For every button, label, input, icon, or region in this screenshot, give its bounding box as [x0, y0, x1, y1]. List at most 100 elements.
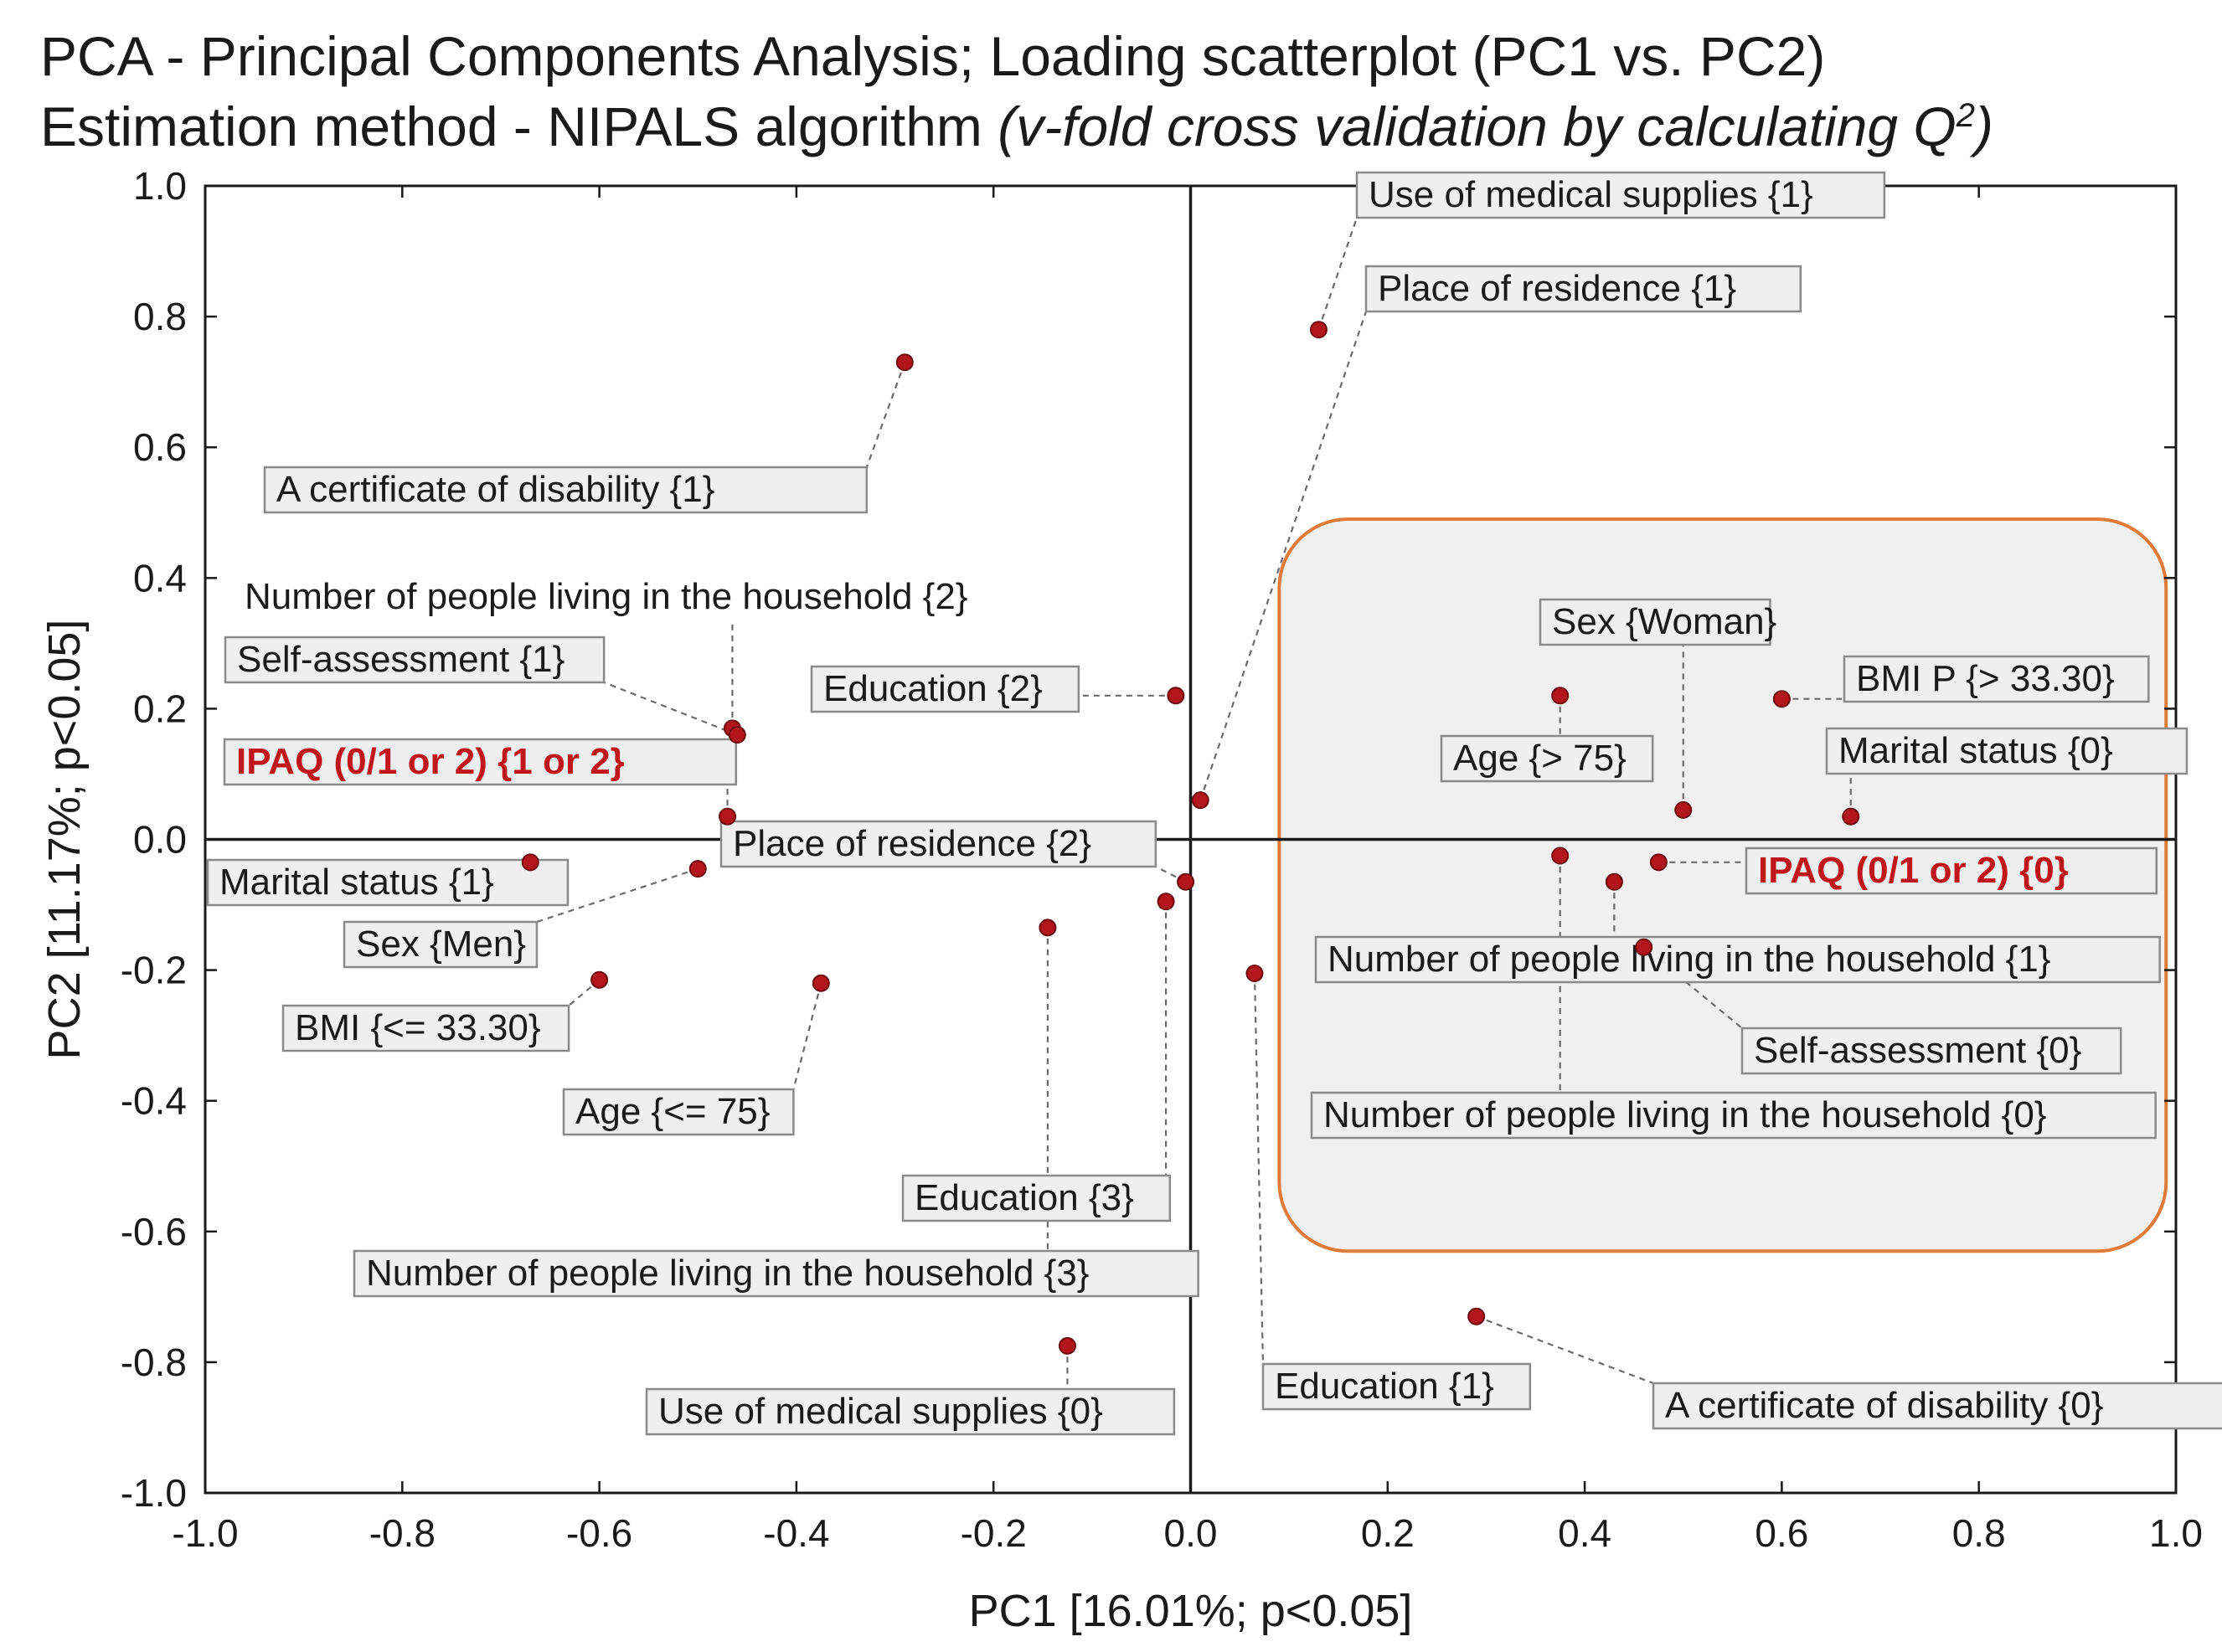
leader-line [1476, 1315, 1654, 1385]
point-label-text: Number of people living in the household… [1328, 939, 2051, 980]
point-label-text: BMI {<= 33.30} [295, 1007, 541, 1048]
point-label-box [1652, 1382, 2222, 1430]
point-label: IPAQ (0/1 or 2) {0} [1745, 847, 2158, 895]
x-tick-label: 0.0 [1164, 1511, 1218, 1555]
point-label-text: Number of people living in the household… [245, 576, 968, 617]
data-point[interactable] [1191, 791, 1209, 810]
point-label-box [224, 636, 606, 684]
data-point[interactable] [1674, 800, 1693, 819]
data-point[interactable] [688, 860, 707, 878]
point-label-box [1261, 1362, 1532, 1411]
x-tick-label: -0.6 [566, 1511, 632, 1555]
data-point[interactable] [1551, 847, 1570, 865]
subtitle-method: Estimation method - NIPALS algorithm [40, 95, 998, 157]
point-label-text: Place of residence {2} [733, 823, 1091, 864]
x-tick-label: -1.0 [172, 1511, 238, 1555]
point-layer [521, 321, 1860, 1355]
leader-line [865, 362, 906, 468]
point-label: Self-assessment {0} [1740, 1027, 2122, 1075]
x-axis-label: PC1 [16.01%; p<0.05] [969, 1586, 1413, 1636]
point-label-text: Number of people living in the household… [1323, 1094, 2047, 1135]
point-label: Place of residence {2} [719, 820, 1157, 868]
subtitle-close-paren: ) [1975, 95, 1993, 157]
data-point[interactable] [728, 726, 746, 744]
data-point[interactable] [1467, 1307, 1486, 1325]
point-label: A certificate of disability {1} [263, 466, 869, 514]
data-point[interactable] [1157, 893, 1175, 911]
data-point[interactable] [1605, 872, 1623, 891]
y-tick-label: 0.6 [133, 425, 187, 469]
data-point[interactable] [1309, 321, 1328, 339]
y-tick-label: 0.0 [133, 818, 187, 862]
x-tick-label: -0.4 [763, 1511, 829, 1555]
leader-line [603, 681, 738, 736]
point-label-box [1364, 265, 1802, 313]
y-tick-label: 0.2 [133, 687, 187, 730]
point-label-box [810, 665, 1080, 713]
point-label: Self-assessment {1} [224, 636, 606, 684]
point-label: Education {2} [810, 665, 1080, 713]
point-label-box [562, 1088, 795, 1136]
point-label-text: Use of medical supplies {1} [1369, 174, 1813, 215]
point-label-text: Education {3} [915, 1177, 1134, 1218]
leader-line [568, 979, 601, 1006]
point-label-text: Use of medical supplies {0} [658, 1391, 1103, 1432]
point-label: Use of medical supplies {1} [1355, 171, 1886, 219]
data-point[interactable] [719, 807, 737, 826]
point-label: Use of medical supplies {0} [645, 1387, 1176, 1436]
y-tick-label: 0.4 [133, 556, 187, 600]
point-label-box [206, 858, 570, 907]
leader-line [1317, 217, 1358, 331]
subtitle-superscript: 2 [1956, 97, 1975, 134]
chart-subtitle: Estimation method - NIPALS algorithm (v-… [40, 99, 1993, 154]
x-tick-label: 0.6 [1755, 1511, 1808, 1555]
point-label-text: A certificate of disability {0} [1665, 1385, 2103, 1426]
point-label: Place of residence {1} [1364, 265, 1802, 313]
data-point[interactable] [1039, 919, 1057, 937]
data-point[interactable] [895, 353, 914, 372]
data-point[interactable] [590, 970, 609, 989]
point-label-box [1745, 847, 2158, 895]
point-label-text: Age {<= 75} [575, 1091, 770, 1132]
point-label: Number of people living in the household… [1310, 1091, 2157, 1140]
data-point[interactable] [1649, 853, 1668, 872]
point-label-box [1310, 1091, 2157, 1140]
subtitle-validation-text: (v-fold cross validation by calculating … [998, 95, 1956, 157]
point-label-box [901, 1174, 1172, 1222]
point-label-text: Self-assessment {1} [237, 639, 565, 680]
data-point[interactable] [1772, 690, 1791, 708]
chart-title: PCA - Principal Components Analysis; Loa… [40, 25, 1826, 87]
data-point[interactable] [1167, 687, 1185, 705]
data-point[interactable] [812, 974, 830, 992]
y-tick-label: -0.4 [121, 1079, 187, 1123]
point-label: BMI {<= 33.30} [281, 1004, 570, 1052]
point-label: Age {<= 75} [562, 1088, 795, 1136]
point-label: BMI P {> 33.30} [1843, 655, 2150, 703]
point-label-text: Education {2} [823, 668, 1043, 709]
point-label-box [223, 738, 738, 786]
point-label: Marital status {0} [1825, 727, 2188, 775]
point-label: Number of people living in the household… [245, 576, 968, 617]
data-point[interactable] [1635, 938, 1653, 956]
data-point[interactable] [1551, 687, 1570, 705]
leader-line [1253, 973, 1265, 1365]
data-point[interactable] [1245, 965, 1264, 983]
point-label-text: Education {1} [1275, 1366, 1494, 1407]
x-tick-label: -0.8 [369, 1511, 436, 1555]
data-point[interactable] [1177, 872, 1195, 891]
y-tick-label: -0.2 [121, 949, 187, 992]
data-point[interactable] [521, 853, 539, 872]
point-label-text: Sex {Woman} [1552, 601, 1776, 642]
data-point[interactable] [1058, 1336, 1076, 1355]
point-label: Education {3} [901, 1174, 1172, 1222]
point-label: Number of people living in the household… [353, 1249, 1199, 1298]
point-label-text: BMI P {> 33.30} [1856, 658, 2115, 699]
y-tick-label: 0.8 [133, 295, 187, 338]
point-label: Marital status {1} [206, 858, 570, 907]
x-tick-label: 1.0 [2149, 1511, 2203, 1555]
x-tick-label: 0.2 [1361, 1511, 1415, 1555]
data-point[interactable] [1842, 807, 1860, 826]
point-label: Sex {Woman} [1539, 598, 1776, 646]
leader-line [792, 982, 822, 1090]
